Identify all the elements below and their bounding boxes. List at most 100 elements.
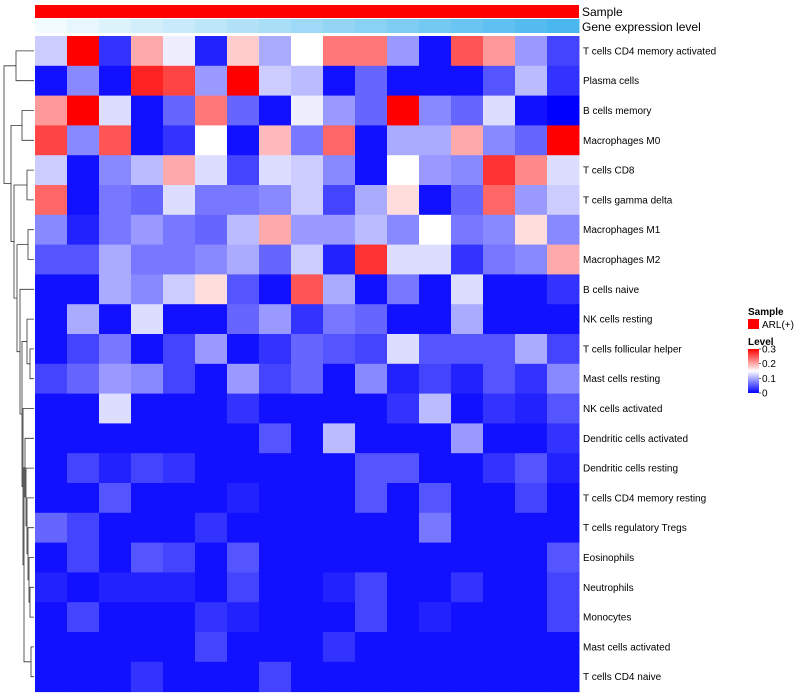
heatmap-cell [227,65,260,97]
heatmap-cell [227,602,260,633]
heatmap-cell [323,214,356,246]
heatmap-cell [451,125,484,156]
heatmap-cell [419,542,452,573]
row-label: Dendritic cells activated [583,434,688,445]
heatmap-cell [419,185,452,216]
heatmap-cell [35,36,68,67]
heatmap-cell [195,423,228,454]
heatmap-cell [259,95,292,126]
dendrogram-branch [16,244,28,353]
heatmap-cell [483,423,516,454]
heatmap-cell [195,155,228,186]
heatmap-cell [323,36,356,67]
heatmap-cell [259,304,292,335]
heatmap-cell [131,95,164,126]
heatmap-cell [291,572,324,603]
heatmap-cell [99,95,132,126]
heatmap-cell [131,423,164,454]
heatmap-cell [483,542,516,573]
heatmap-cell [451,95,484,126]
heatmap-cell [259,602,292,633]
expression-track-cell [195,19,228,33]
heatmap-cell [483,95,516,126]
heatmap-cell [451,155,484,186]
heatmap-cell [163,393,196,424]
heatmap-cell [163,602,196,633]
expression-track-cell [99,19,132,33]
row-label: T cells CD4 memory activated [583,46,716,57]
heatmap-cell [99,512,132,544]
heatmap-cell [387,36,420,67]
heatmap-cell [323,512,356,544]
heatmap-cell [99,65,132,97]
heatmap-cell [131,274,164,305]
heatmap-cell [483,453,516,484]
heatmap-cell [515,36,548,67]
heatmap-cell [35,602,68,633]
heatmap-cell [451,274,484,305]
heatmap-cell [419,155,452,186]
heatmap-cell [515,572,548,603]
heatmap-cell [195,95,228,126]
heatmap-cell [419,453,452,484]
heatmap-cell [99,304,132,335]
heatmap-cell [451,363,484,395]
heatmap-cell [291,483,324,514]
heatmap-cell [355,214,388,246]
heatmap-cell [195,512,228,544]
heatmap-cell [387,334,420,365]
heatmap-cell [131,334,164,365]
heatmap-cell [259,363,292,395]
dendrogram-branch [26,169,34,201]
heatmap-cell [163,95,196,126]
row-label: Macrophages M1 [583,225,661,236]
heatmap-cell [419,632,452,663]
heatmap-cell [419,244,452,275]
heatmap-cell [131,453,164,484]
heatmap-cell [323,304,356,335]
heatmap-cell [355,363,388,395]
heatmap-cell [291,155,324,186]
heatmap-cell [483,512,516,544]
heatmap-cell [387,423,420,454]
heatmap-cell [323,542,356,573]
heatmap-cell [547,185,580,216]
heatmap-cell [515,542,548,573]
legend-tick-label: 0 [762,389,768,400]
legend-sample-title: Sample [748,307,784,318]
heatmap-cell [355,125,388,156]
heatmap-cell [195,274,228,305]
heatmap-cell [355,393,388,424]
heatmap-cell [131,363,164,395]
heatmap-cell [291,632,324,663]
heatmap-cell [163,214,196,246]
heatmap-cell [323,632,356,663]
heatmap-cell [323,602,356,633]
heatmap-cell [547,483,580,514]
heatmap-cell [35,661,68,693]
heatmap-cell [99,542,132,573]
heatmap-cell [547,512,580,544]
heatmap-cell [355,632,388,663]
row-label: NK cells resting [583,315,652,326]
heatmap-cell [195,214,228,246]
heatmap-cell [419,95,452,126]
legend-tick-label: 0.3 [762,345,776,356]
legend-level-title: Level [748,337,774,348]
heatmap-cell [67,363,100,395]
heatmap-cell [451,512,484,544]
heatmap-cell [35,423,68,454]
heatmap-cell [387,95,420,126]
heatmap-cell [419,393,452,424]
heatmap-cell [515,393,548,424]
heatmap-cell [195,602,228,633]
heatmap-cell [291,214,324,246]
heatmap-cell [99,393,132,424]
expression-track-cell [163,19,196,33]
heatmap-cell [547,95,580,126]
row-labels: T cells CD4 memory activated Plasma cells… [583,46,716,683]
heatmap-cell [515,95,548,126]
heatmap-cell [35,214,68,246]
heatmap-cell [419,661,452,693]
heatmap-cell [227,453,260,484]
